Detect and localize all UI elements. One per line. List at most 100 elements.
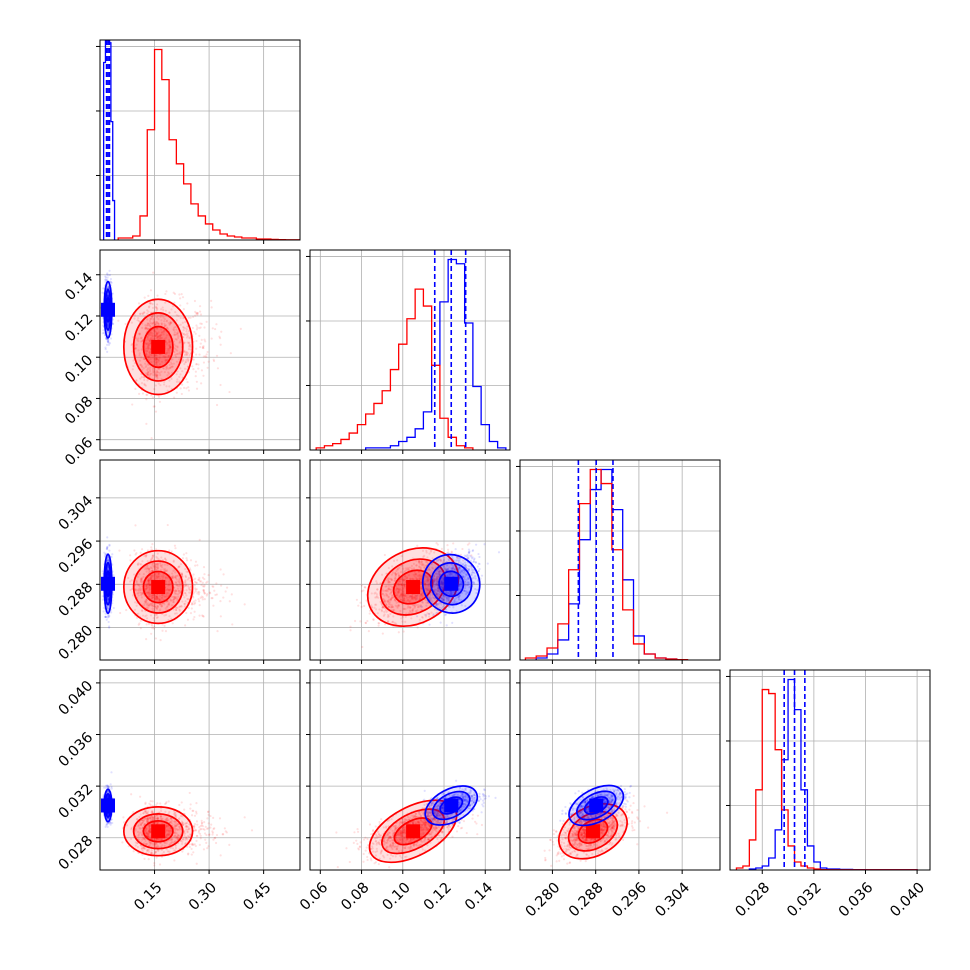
red-point bbox=[148, 343, 151, 347]
red-point bbox=[412, 567, 416, 570]
red-point bbox=[400, 617, 403, 620]
red-point bbox=[411, 595, 414, 598]
red-point bbox=[146, 393, 149, 396]
red-point bbox=[147, 294, 150, 298]
red-point bbox=[155, 595, 158, 598]
red-point bbox=[157, 382, 160, 385]
blue-point bbox=[458, 569, 461, 572]
red-point bbox=[180, 572, 184, 576]
red-point bbox=[153, 564, 157, 567]
red-point bbox=[144, 324, 147, 327]
blue-point bbox=[472, 560, 475, 563]
red-point bbox=[415, 596, 418, 599]
red-point bbox=[198, 600, 201, 603]
blue-point bbox=[104, 612, 107, 615]
red-point bbox=[375, 582, 379, 585]
red-point bbox=[390, 590, 393, 594]
red-point bbox=[152, 373, 155, 377]
red-point bbox=[165, 352, 168, 355]
red-point bbox=[156, 335, 159, 338]
red-point bbox=[411, 596, 415, 600]
red-point bbox=[193, 610, 196, 613]
red-point bbox=[140, 585, 143, 588]
red-point bbox=[162, 330, 166, 333]
blue-point bbox=[435, 582, 439, 585]
red-point bbox=[145, 353, 148, 356]
red-point bbox=[167, 592, 170, 595]
blue-point bbox=[109, 281, 113, 284]
red-point bbox=[134, 583, 137, 587]
red-point bbox=[160, 370, 163, 373]
red-point bbox=[419, 566, 422, 569]
red-point bbox=[138, 392, 141, 395]
red-point bbox=[174, 574, 177, 578]
red-point bbox=[167, 339, 171, 342]
blue-point bbox=[106, 605, 109, 608]
red-point bbox=[380, 608, 383, 612]
red-point bbox=[387, 566, 390, 570]
red-point bbox=[418, 576, 421, 579]
red-point bbox=[413, 570, 416, 573]
red-point bbox=[153, 405, 156, 408]
red-point bbox=[146, 379, 149, 382]
red-point bbox=[156, 357, 159, 361]
red-point bbox=[396, 594, 399, 597]
blue-point bbox=[458, 567, 461, 570]
red-point bbox=[146, 604, 149, 607]
red-point bbox=[155, 574, 158, 577]
red-point bbox=[420, 587, 423, 590]
red-point bbox=[169, 599, 172, 602]
blue-point bbox=[425, 613, 428, 617]
red-point bbox=[383, 589, 387, 592]
red-point bbox=[146, 373, 149, 376]
red-point bbox=[137, 623, 140, 626]
red-point bbox=[388, 602, 391, 606]
red-point bbox=[176, 378, 179, 381]
blue-point bbox=[456, 556, 459, 559]
red-point bbox=[174, 595, 178, 599]
blue-point bbox=[470, 566, 473, 569]
red-point bbox=[145, 355, 149, 358]
red-point bbox=[150, 632, 153, 635]
blue-point bbox=[449, 590, 453, 593]
red-point bbox=[155, 323, 158, 326]
red-point bbox=[432, 575, 436, 578]
red-point bbox=[154, 410, 158, 413]
red-point bbox=[426, 583, 429, 586]
blue-point bbox=[106, 556, 109, 560]
red-point bbox=[172, 601, 175, 604]
red-point bbox=[415, 564, 418, 567]
red-point bbox=[133, 549, 136, 552]
blue-point bbox=[464, 563, 467, 566]
red-point bbox=[394, 573, 397, 576]
red-point bbox=[156, 314, 160, 317]
red-point bbox=[377, 621, 380, 625]
red-point bbox=[145, 422, 148, 425]
red-point bbox=[153, 562, 157, 566]
red-point bbox=[239, 327, 242, 330]
red-point bbox=[141, 609, 144, 612]
red-point bbox=[197, 598, 200, 601]
red-point bbox=[140, 348, 143, 351]
red-point bbox=[129, 559, 132, 562]
red-point bbox=[164, 576, 167, 580]
red-point bbox=[364, 586, 367, 589]
red-point bbox=[137, 319, 140, 323]
red-point bbox=[180, 293, 183, 296]
blue-point bbox=[444, 613, 447, 616]
red-point bbox=[192, 596, 195, 599]
blue-point bbox=[106, 322, 110, 325]
red-point bbox=[164, 292, 167, 296]
blue-point bbox=[106, 350, 109, 354]
blue-point bbox=[106, 548, 109, 551]
blue-point bbox=[471, 556, 474, 559]
red-point bbox=[153, 574, 156, 577]
red-point bbox=[168, 344, 171, 348]
blue-point bbox=[467, 556, 470, 560]
blue-point bbox=[449, 571, 452, 574]
red-point bbox=[370, 605, 374, 609]
red-point bbox=[158, 597, 161, 600]
red-point bbox=[360, 584, 363, 587]
red-point bbox=[167, 344, 171, 347]
red-point bbox=[154, 572, 158, 575]
